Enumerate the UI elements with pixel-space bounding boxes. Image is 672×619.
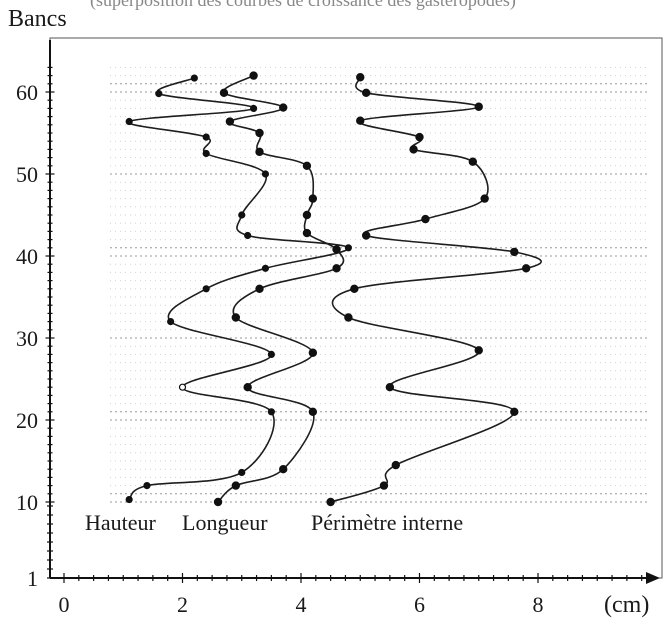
data-point-longueur — [332, 264, 341, 273]
series-label-longueur: Longueur — [182, 510, 268, 535]
data-point-perimetre-interne — [344, 313, 353, 322]
series-label-perimetre-interne: Périmètre interne — [311, 510, 463, 535]
data-point-hauteur — [261, 264, 270, 272]
data-point-longueur — [231, 481, 241, 490]
y-tick-label: 1 — [27, 566, 38, 591]
data-point-perimetre-interne — [480, 194, 489, 203]
data-point-longueur — [255, 128, 264, 138]
data-point-perimetre-interne — [356, 73, 365, 82]
data-point-perimetre-interne — [510, 407, 519, 416]
data-point-hauteur — [125, 117, 133, 126]
data-point-hauteur — [202, 285, 210, 293]
x-axis-arrow — [646, 572, 660, 584]
data-point-perimetre-interne — [474, 102, 483, 111]
x-axis-title: (cm) — [604, 592, 649, 618]
data-point-longueur — [231, 313, 241, 322]
data-point-perimetre-interne — [391, 460, 400, 470]
y-tick-label: 20 — [16, 408, 38, 433]
data-point-perimetre-interne — [468, 157, 478, 166]
x-tick-label: 4 — [296, 592, 307, 617]
data-point-hauteur — [238, 468, 246, 477]
data-point-hauteur — [261, 170, 270, 178]
data-point-longueur — [332, 245, 341, 254]
data-point-perimetre-interne — [361, 231, 371, 240]
data-point-longueur — [279, 103, 288, 112]
data-point-longueur — [243, 383, 252, 392]
data-point-perimetre-interne — [356, 116, 365, 125]
data-point-perimetre-interne — [421, 214, 430, 224]
y-tick-label: 60 — [16, 80, 38, 105]
data-point-longueur — [302, 228, 312, 238]
data-point-hauteur — [190, 74, 198, 82]
data-point-longueur — [308, 194, 318, 203]
series-label-hauteur: Hauteur — [85, 510, 157, 535]
data-point-longueur — [302, 210, 312, 220]
series-layer — [125, 71, 542, 507]
data-point-hauteur — [267, 408, 275, 416]
data-point-perimetre-interne — [379, 481, 389, 490]
data-point-longueur — [219, 88, 229, 98]
y-axis-title: Bancs — [8, 6, 67, 32]
data-point-hauteur — [267, 350, 275, 358]
data-point-longueur — [302, 161, 312, 170]
data-point-perimetre-interne — [350, 284, 359, 293]
y-tick-label: 10 — [16, 490, 38, 515]
data-point-hauteur — [238, 211, 246, 219]
data-point-longueur — [279, 465, 288, 474]
data-point-longueur — [225, 117, 235, 126]
data-point-perimetre-interne — [385, 383, 395, 392]
axes: 1 10 20 30 40 50 60 0 2 4 6 8 — [16, 40, 660, 617]
x-tick-label: 8 — [533, 592, 544, 617]
data-point-hauteur — [155, 90, 163, 98]
x-tick-label: 2 — [177, 592, 188, 617]
data-point-hauteur — [178, 383, 187, 391]
data-point-hauteur — [244, 231, 252, 240]
data-point-hauteur — [250, 104, 258, 113]
data-point-longueur — [308, 348, 318, 357]
data-point-hauteur — [167, 318, 175, 326]
data-point-perimetre-interne — [510, 247, 519, 257]
grid-lines — [110, 66, 650, 503]
data-point-perimetre-interne — [474, 346, 483, 355]
data-point-longueur — [249, 71, 258, 80]
data-point-perimetre-interne — [326, 497, 335, 507]
data-point-perimetre-interne — [521, 264, 531, 273]
x-tick-label: 0 — [59, 592, 70, 617]
data-point-hauteur — [125, 495, 133, 504]
data-point-longueur — [255, 147, 264, 157]
y-tick-label: 30 — [16, 326, 38, 351]
data-point-hauteur — [143, 482, 151, 490]
data-point-longueur — [213, 497, 223, 507]
y-tick-label: 40 — [16, 244, 38, 269]
data-point-longueur — [255, 284, 264, 293]
data-point-perimetre-interne — [415, 132, 424, 142]
data-point-hauteur — [202, 149, 210, 158]
data-point-hauteur — [344, 244, 352, 252]
data-point-longueur — [308, 407, 318, 416]
y-tick-label: 50 — [16, 162, 38, 187]
header-text: (superposition des courbes de croissance… — [90, 0, 516, 11]
x-tick-label: 6 — [414, 592, 425, 617]
data-point-perimetre-interne — [409, 145, 418, 154]
data-point-perimetre-interne — [361, 88, 371, 98]
data-point-hauteur — [202, 133, 210, 141]
